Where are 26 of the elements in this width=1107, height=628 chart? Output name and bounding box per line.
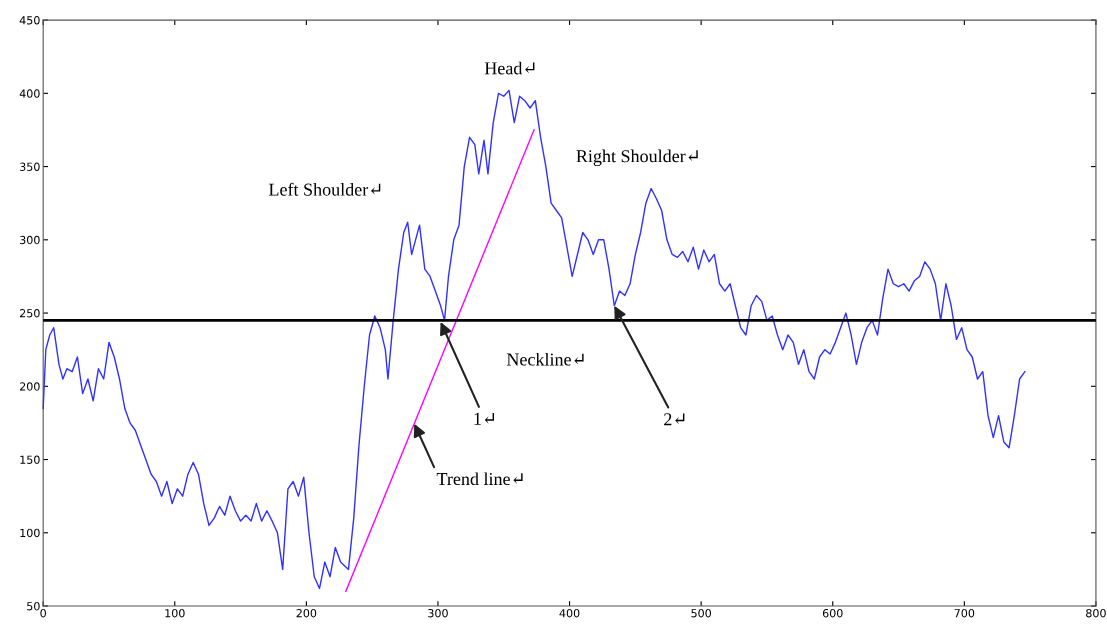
y-tick-label: 200 <box>20 382 40 391</box>
x-tick-label: 600 <box>822 608 843 618</box>
y-tick-label: 50 <box>27 601 40 611</box>
annotation: Left Shoulder↵ <box>268 182 381 196</box>
x-tick-label: 700 <box>954 608 975 618</box>
annotation: Head↵ <box>484 61 535 75</box>
x-tick-label: 0 <box>40 608 46 618</box>
y-tick-label: 100 <box>20 528 40 538</box>
x-tick-label: 100 <box>165 608 185 618</box>
annotation: Neckline↵ <box>506 352 584 366</box>
y-tick-label: 350 <box>20 162 40 171</box>
y-tick-label: 450 <box>19 16 40 25</box>
x-tick-label: 400 <box>559 608 580 618</box>
annotation: Right Shoulder↵ <box>576 149 698 166</box>
x-tick-label: 200 <box>296 608 317 618</box>
y-tick-label: 250 <box>20 309 40 318</box>
y-tick-label: 300 <box>20 235 40 245</box>
y-tick-label: 400 <box>19 89 40 98</box>
x-tick-label: 500 <box>691 608 712 618</box>
x-tick-label: 800 <box>1086 608 1106 618</box>
y-tick-label: 150 <box>20 455 40 464</box>
line-series <box>42 89 1026 590</box>
annotation: 2↵ <box>664 413 685 426</box>
annotation: Trend line↵ <box>436 472 523 486</box>
annotation: 1↵ <box>474 412 495 425</box>
x-tick-label: 300 <box>428 608 448 618</box>
